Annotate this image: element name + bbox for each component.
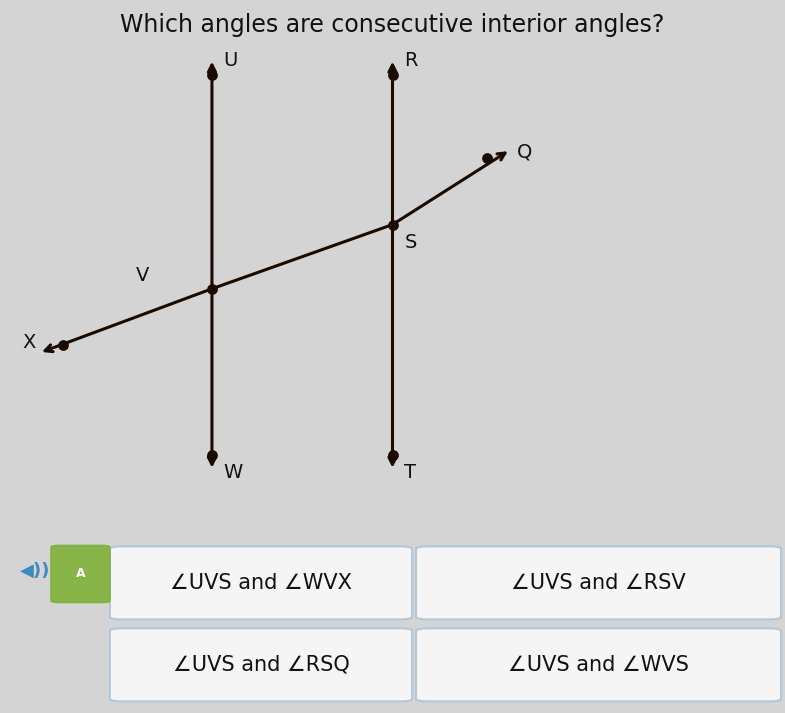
Text: Q: Q xyxy=(517,143,532,162)
Text: ∠UVS and ∠WVX: ∠UVS and ∠WVX xyxy=(170,573,352,593)
Text: ∠UVS and ∠RSV: ∠UVS and ∠RSV xyxy=(511,573,686,593)
FancyBboxPatch shape xyxy=(51,545,110,602)
Point xyxy=(57,339,69,351)
FancyBboxPatch shape xyxy=(110,546,412,620)
Text: W: W xyxy=(224,463,243,481)
Text: T: T xyxy=(404,463,416,481)
FancyBboxPatch shape xyxy=(416,546,781,620)
Text: ∠UVS and ∠RSQ: ∠UVS and ∠RSQ xyxy=(173,655,349,675)
Point xyxy=(386,219,399,230)
FancyBboxPatch shape xyxy=(110,628,412,702)
Point xyxy=(206,449,218,461)
Text: S: S xyxy=(404,232,417,252)
Text: U: U xyxy=(224,51,238,69)
Text: R: R xyxy=(404,51,418,69)
Text: Which angles are consecutive interior angles?: Which angles are consecutive interior an… xyxy=(120,14,665,37)
Point xyxy=(206,69,218,81)
Text: ◀)): ◀)) xyxy=(20,561,50,580)
Text: V: V xyxy=(136,266,149,285)
FancyBboxPatch shape xyxy=(416,628,781,702)
Text: X: X xyxy=(22,333,35,352)
Point xyxy=(386,69,399,81)
Point xyxy=(480,152,493,163)
Text: A: A xyxy=(76,568,86,580)
Text: ∠UVS and ∠WVS: ∠UVS and ∠WVS xyxy=(508,655,689,675)
Point xyxy=(386,449,399,461)
Point xyxy=(206,283,218,294)
